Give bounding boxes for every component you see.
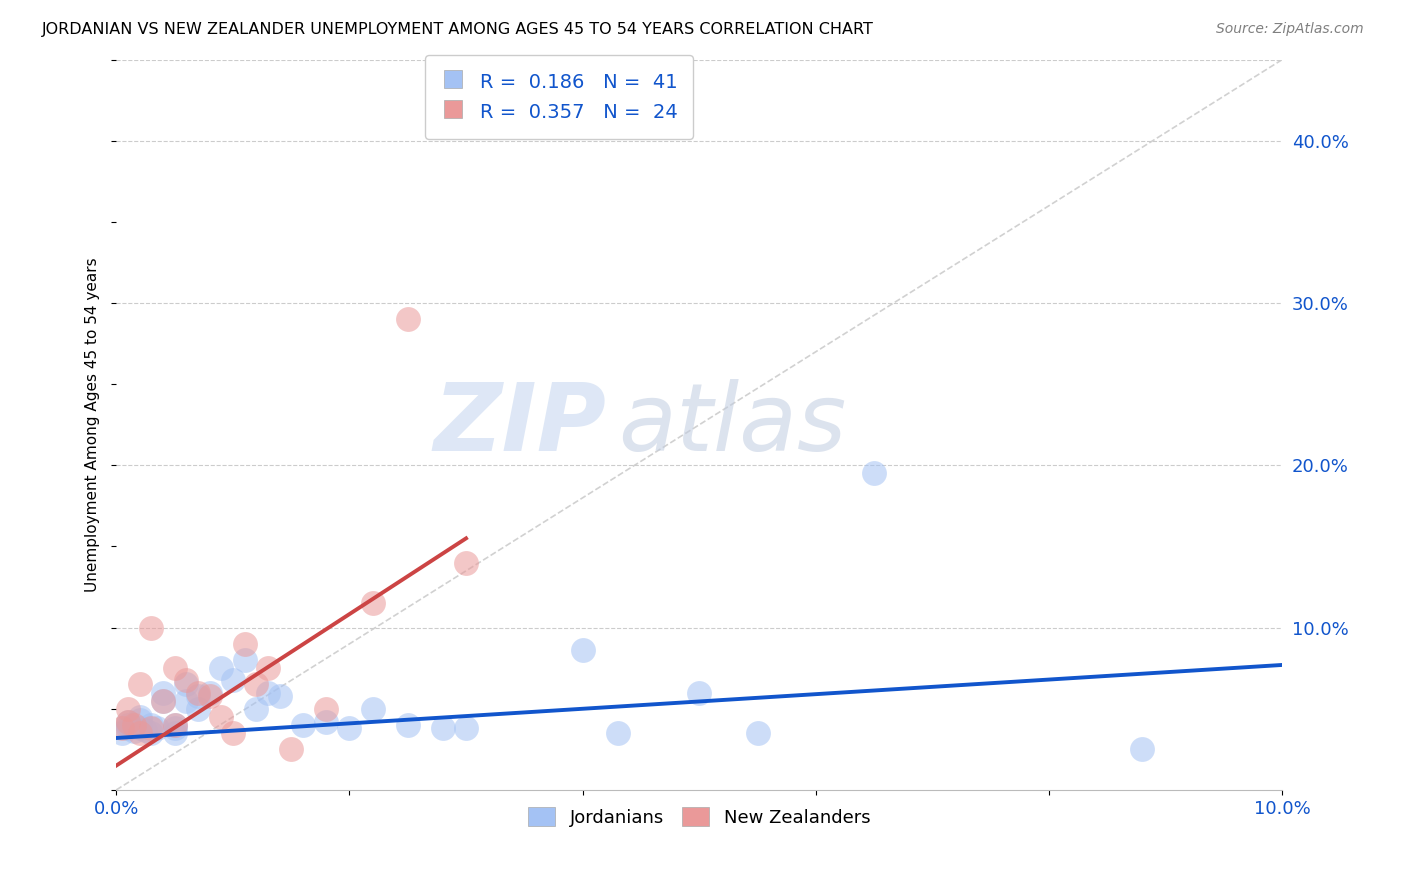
Legend: Jordanians, New Zealanders: Jordanians, New Zealanders xyxy=(519,798,879,836)
Point xyxy=(222,673,245,687)
Point xyxy=(454,721,477,735)
Point xyxy=(141,721,163,735)
Text: Source: ZipAtlas.com: Source: ZipAtlas.com xyxy=(1216,22,1364,37)
Point xyxy=(174,677,197,691)
Point xyxy=(209,661,232,675)
Point xyxy=(128,721,150,735)
Point xyxy=(122,718,145,732)
Point xyxy=(747,726,769,740)
Point xyxy=(174,693,197,707)
Point xyxy=(454,556,477,570)
Point xyxy=(117,702,139,716)
Point xyxy=(117,718,139,732)
Point xyxy=(128,677,150,691)
Point xyxy=(339,721,361,735)
Point xyxy=(128,713,150,727)
Text: atlas: atlas xyxy=(617,379,846,470)
Point xyxy=(134,723,156,737)
Point xyxy=(163,726,186,740)
Point xyxy=(117,721,139,735)
Point xyxy=(187,689,209,703)
Point xyxy=(361,596,384,610)
Point xyxy=(688,685,710,699)
Point xyxy=(245,702,267,716)
Point xyxy=(233,637,256,651)
Point xyxy=(187,702,209,716)
Point xyxy=(396,718,419,732)
Point xyxy=(163,718,186,732)
Point xyxy=(198,689,221,703)
Point xyxy=(163,721,186,735)
Point xyxy=(152,693,174,707)
Text: JORDANIAN VS NEW ZEALANDER UNEMPLOYMENT AMONG AGES 45 TO 54 YEARS CORRELATION CH: JORDANIAN VS NEW ZEALANDER UNEMPLOYMENT … xyxy=(42,22,875,37)
Point xyxy=(291,718,314,732)
Point xyxy=(209,710,232,724)
Point xyxy=(1130,742,1153,756)
Point xyxy=(163,661,186,675)
Point xyxy=(361,702,384,716)
Point xyxy=(141,726,163,740)
Point xyxy=(863,467,886,481)
Point xyxy=(432,721,454,735)
Point xyxy=(128,726,150,740)
Point xyxy=(152,685,174,699)
Point xyxy=(152,693,174,707)
Point xyxy=(163,718,186,732)
Point xyxy=(117,714,139,729)
Point xyxy=(257,661,280,675)
Point xyxy=(396,312,419,326)
Point xyxy=(280,742,302,756)
Point xyxy=(222,726,245,740)
Point xyxy=(187,685,209,699)
Point xyxy=(111,721,134,735)
Text: ZIP: ZIP xyxy=(433,379,606,471)
Point xyxy=(269,689,291,703)
Point xyxy=(174,673,197,687)
Point xyxy=(141,621,163,635)
Point xyxy=(315,702,337,716)
Point xyxy=(128,710,150,724)
Point xyxy=(315,714,337,729)
Point xyxy=(117,714,139,729)
Point xyxy=(606,726,628,740)
Y-axis label: Unemployment Among Ages 45 to 54 years: Unemployment Among Ages 45 to 54 years xyxy=(86,258,100,592)
Point xyxy=(257,685,280,699)
Point xyxy=(571,643,593,657)
Point xyxy=(198,685,221,699)
Point xyxy=(245,677,267,691)
Point xyxy=(141,718,163,732)
Point xyxy=(111,726,134,740)
Point xyxy=(122,724,145,739)
Point xyxy=(233,653,256,667)
Point xyxy=(146,721,169,735)
